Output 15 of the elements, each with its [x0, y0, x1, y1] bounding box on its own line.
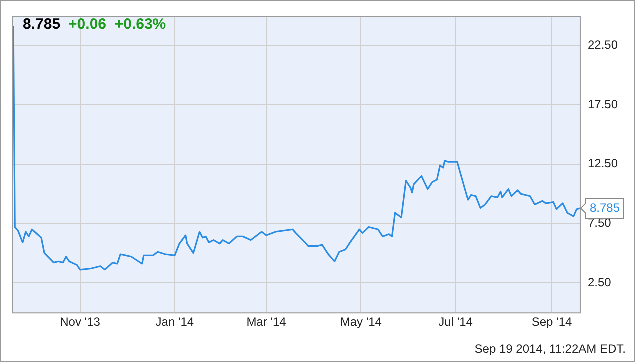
x-tick-label: Jan '14 — [156, 315, 194, 330]
chart-subtitle: +0.06 +0.63% — [68, 16, 166, 33]
chart-title: 8.785 — [23, 16, 61, 33]
annotation: 8.785 — [590, 200, 620, 215]
x-tick-label: May '14 — [340, 315, 382, 330]
y-tick-label: 17.50 — [588, 97, 618, 112]
y-tick-label: 2.50 — [588, 275, 612, 290]
y-tick-label: 22.50 — [588, 38, 618, 52]
x-tick-label: Mar '14 — [246, 315, 287, 330]
y-tick-label: 12.50 — [588, 156, 618, 171]
y-tick-label: 7.50 — [588, 216, 612, 230]
x-tick-label: Sep '14 — [532, 315, 573, 330]
x-tick-label: Nov '13 — [60, 315, 101, 330]
x-tick-label: Jul '14 — [438, 315, 474, 330]
text: Sep 19 2014, 11:22AM EDT. — [474, 342, 626, 356]
